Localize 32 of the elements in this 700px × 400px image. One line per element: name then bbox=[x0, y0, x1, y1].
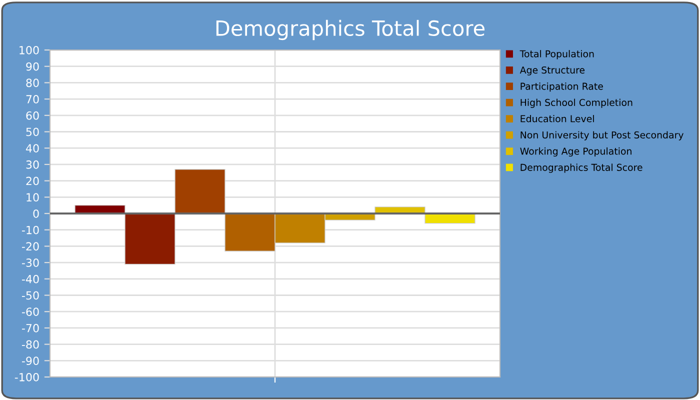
legend-label: High School Completion bbox=[520, 98, 632, 108]
legend-label: Total Population bbox=[520, 50, 594, 60]
y-tick-label: -60 bbox=[22, 308, 39, 316]
legend-label: Working Age Population bbox=[520, 147, 632, 157]
bar bbox=[124, 213, 176, 265]
legend-label: Demographics Total Score bbox=[520, 164, 642, 173]
y-tick-label: 20 bbox=[26, 176, 39, 186]
y-tick-label: 90 bbox=[26, 62, 39, 71]
y-tick-label: -80 bbox=[22, 340, 39, 349]
y-tick-label: -20 bbox=[22, 242, 39, 251]
y-tick-label: -40 bbox=[22, 274, 39, 284]
y-tick-label: -90 bbox=[22, 356, 39, 366]
legend-label: Participation Rate bbox=[520, 82, 603, 92]
y-tick-label: -30 bbox=[22, 258, 39, 267]
y-tick-label: 0 bbox=[33, 209, 39, 218]
y-tick-label: 40 bbox=[26, 144, 39, 152]
y-tick-label: 70 bbox=[26, 95, 39, 104]
y-tick-label: 80 bbox=[26, 78, 39, 88]
y-tick-label: 100 bbox=[20, 46, 39, 54]
y-tick-label: 60 bbox=[26, 111, 39, 120]
y-tick-label: -50 bbox=[22, 291, 39, 300]
legend-label: Age Structure bbox=[520, 66, 585, 76]
bar bbox=[174, 169, 226, 214]
y-tick-label: 30 bbox=[26, 160, 39, 169]
legend-label: Education Level bbox=[520, 114, 594, 122]
y-tick-label: 10 bbox=[26, 193, 39, 202]
y-tick-label: -100 bbox=[14, 372, 39, 382]
y-tick-label: 50 bbox=[26, 128, 39, 136]
y-tick-label: -10 bbox=[22, 226, 39, 234]
y-tick-label: -70 bbox=[22, 324, 39, 332]
legend-label: Non University but Post Secondary bbox=[520, 131, 684, 140]
chart-title: Demographics Total Score bbox=[216, 20, 484, 40]
